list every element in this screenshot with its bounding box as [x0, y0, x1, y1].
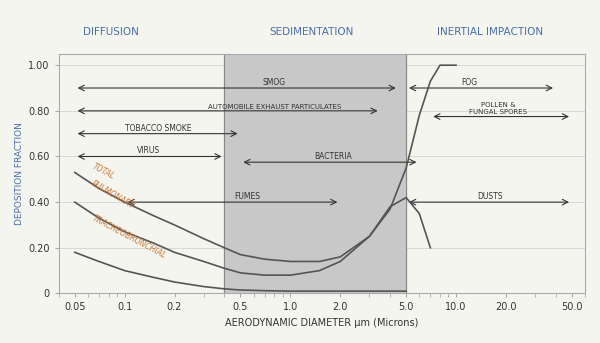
Text: FOG: FOG	[461, 78, 477, 87]
Text: AUTOMOBILE EXHAUST PARTICULATES: AUTOMOBILE EXHAUST PARTICULATES	[208, 104, 341, 110]
Text: FUMES: FUMES	[235, 192, 260, 201]
Text: PULMONARY: PULMONARY	[90, 179, 136, 211]
Text: SEDIMENTATION: SEDIMENTATION	[269, 27, 353, 37]
Text: INERTIAL IMPACTION: INERTIAL IMPACTION	[437, 27, 544, 37]
Text: BACTERIA: BACTERIA	[314, 152, 352, 161]
Text: TOTAL: TOTAL	[90, 162, 116, 181]
Text: TOBACCO SMOKE: TOBACCO SMOKE	[125, 123, 192, 132]
Text: TRACHEOBRONCHIAL: TRACHEOBRONCHIAL	[90, 213, 167, 260]
Text: DUSTS: DUSTS	[477, 192, 503, 201]
X-axis label: AERODYNAMIC DIAMETER μm (Microns): AERODYNAMIC DIAMETER μm (Microns)	[225, 318, 419, 328]
Bar	[224, 54, 406, 293]
Text: POLLEN &
FUNGAL SPORES: POLLEN & FUNGAL SPORES	[469, 103, 527, 115]
Y-axis label: DEPOSITION FRACTION: DEPOSITION FRACTION	[15, 122, 24, 225]
Text: VIRUS: VIRUS	[137, 146, 160, 155]
Text: SMOG: SMOG	[263, 78, 286, 87]
Text: DIFFUSION: DIFFUSION	[83, 27, 139, 37]
